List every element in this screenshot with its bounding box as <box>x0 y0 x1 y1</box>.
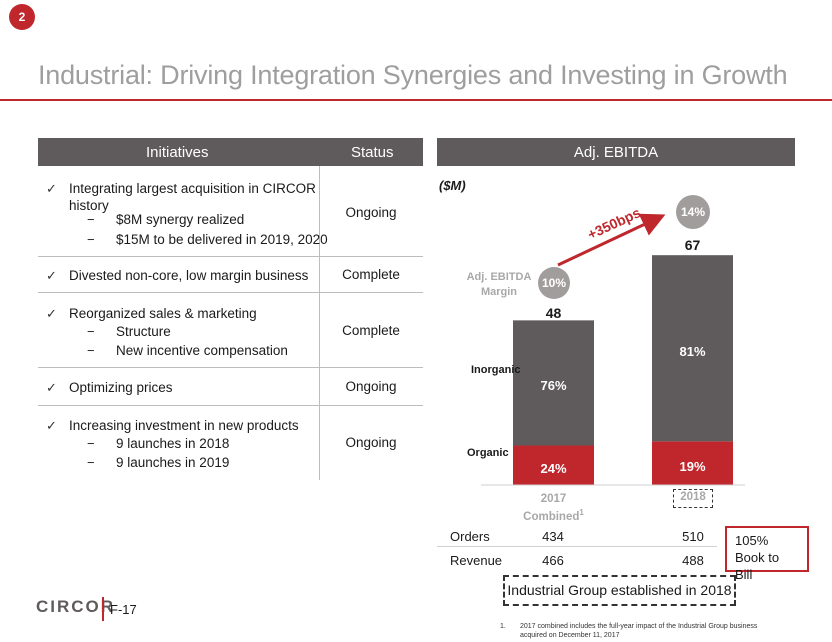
established-note: Industrial Group established in 2018 <box>503 575 736 606</box>
legend-inorganic: Inorganic <box>471 364 521 376</box>
bar-total-2017: 48 <box>545 305 562 321</box>
check-icon: ✓ <box>46 418 57 433</box>
page-number-badge: 2 <box>9 4 35 30</box>
unit-label: ($M) <box>439 178 466 193</box>
row-divider <box>38 405 423 406</box>
x-label-2017-line1: 2017 <box>540 493 567 505</box>
x-label-2018: 2018 <box>673 489 713 508</box>
row-divider <box>38 256 423 257</box>
page-id: F-17 <box>110 602 137 617</box>
x-label-2017: 2017 Combined1 <box>513 493 594 524</box>
footer-divider <box>102 597 104 621</box>
footnote-marker: 1 <box>579 508 584 517</box>
orders-2017: 434 <box>542 529 564 544</box>
bar-label-organic-2017: 24% <box>540 461 567 476</box>
row-divider <box>38 367 423 368</box>
initiative-text: history <box>69 198 109 213</box>
status-value: Ongoing <box>345 435 397 450</box>
metrics-divider <box>437 546 717 547</box>
footnote-line1: 2017 combined includes the full-year imp… <box>520 623 758 630</box>
margin-increase-arrow <box>557 213 666 267</box>
row-divider <box>38 292 423 293</box>
bar-inorganic-2018 <box>652 255 733 442</box>
dash-icon: − <box>87 212 95 227</box>
x-label-2017-combined: Combined <box>523 510 580 523</box>
sub-item: Structure <box>116 324 171 339</box>
chart-header: Adj. EBITDA <box>437 138 795 166</box>
sub-item: $15M to be delivered in 2019, 2020 <box>116 232 328 247</box>
check-icon: ✓ <box>46 181 57 196</box>
dash-icon: − <box>87 436 95 451</box>
sub-item: $8M synergy realized <box>116 212 245 227</box>
table-header: Initiatives Status <box>38 138 423 166</box>
book-to-bill-label: Book to Bill <box>735 550 780 582</box>
book-to-bill-value: 105% <box>735 533 769 548</box>
sub-item: 9 launches in 2019 <box>116 455 230 470</box>
legend-organic: Organic <box>467 447 509 459</box>
page-title: Industrial: Driving Integration Synergie… <box>38 60 788 90</box>
bar-label-inorganic-2017: 76% <box>540 378 567 393</box>
margin-label-line1: Adj. EBITDA <box>466 271 532 283</box>
bar-label-organic-2018: 19% <box>679 459 706 474</box>
sub-item: New incentive compensation <box>116 343 288 358</box>
check-icon: ✓ <box>46 268 57 283</box>
bar-organic-2017-combined <box>513 445 594 485</box>
bar-inorganic-2017-combined <box>513 320 594 446</box>
bar-total-2018: 67 <box>684 237 701 253</box>
dash-icon: − <box>87 232 95 247</box>
revenue-2017: 466 <box>542 553 564 568</box>
footnote-line2: acquired on December 11, 2017 <box>520 632 620 639</box>
x-label-2017-line2: Combined1 <box>513 506 594 524</box>
dash-icon: − <box>87 455 95 470</box>
check-icon: ✓ <box>46 380 57 395</box>
header-initiatives: Initiatives <box>146 144 209 161</box>
circor-logo: CIRCOR <box>36 597 115 617</box>
revenue-label: Revenue <box>450 553 503 568</box>
initiative-text: Optimizing prices <box>69 380 173 395</box>
margin-label: Adj. EBITDA Margin <box>466 271 532 299</box>
circor-logo-text: CIRCOR <box>36 597 116 616</box>
margin-circle-2018: 14% <box>676 195 710 229</box>
orders-2018: 510 <box>682 529 704 544</box>
bar-organic-2018 <box>652 441 733 485</box>
book-to-bill-callout: 105% Book to Bill <box>725 526 809 582</box>
status-value: Complete <box>342 323 400 338</box>
margin-label-line2: Margin <box>480 286 518 298</box>
title-divider <box>0 99 832 101</box>
chart-header-title: Adj. EBITDA <box>573 144 659 161</box>
initiative-text: Increasing investment in new products <box>69 418 299 433</box>
dash-icon: − <box>87 324 95 339</box>
check-icon: ✓ <box>46 306 57 321</box>
status-value: Ongoing <box>345 379 397 394</box>
initiative-text: Reorganized sales & marketing <box>69 306 257 321</box>
dash-icon: − <box>87 343 95 358</box>
revenue-2018: 488 <box>682 553 704 568</box>
header-status: Status <box>351 144 394 161</box>
status-value: Ongoing <box>345 205 397 220</box>
table-column-divider <box>319 166 320 480</box>
sub-item: 9 launches in 2018 <box>116 436 230 451</box>
footnote-number: 1. <box>500 623 506 630</box>
orders-label: Orders <box>450 529 490 544</box>
status-value: Complete <box>342 267 400 282</box>
initiative-text: Divested non-core, low margin business <box>69 268 309 283</box>
initiative-text: Integrating largest acquisition in CIRCO… <box>69 181 316 196</box>
bar-label-inorganic-2018: 81% <box>679 344 706 359</box>
margin-circle-2017: 10% <box>538 267 570 299</box>
